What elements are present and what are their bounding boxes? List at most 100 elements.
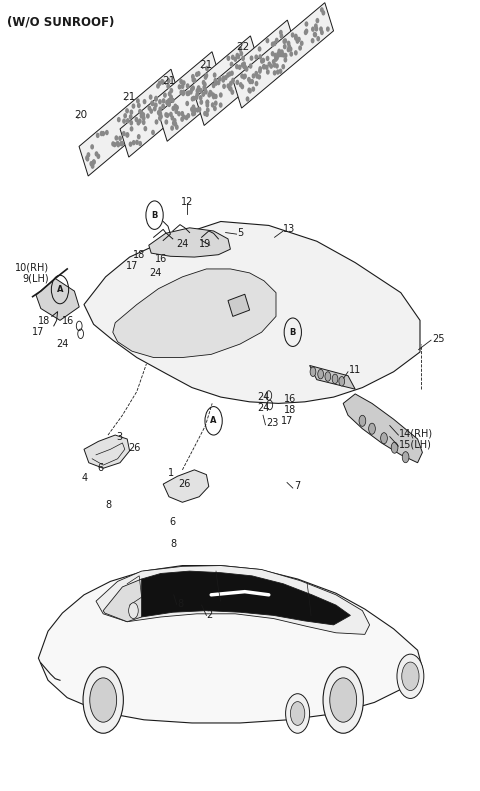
Circle shape bbox=[172, 107, 175, 111]
Circle shape bbox=[166, 100, 168, 104]
Circle shape bbox=[83, 667, 123, 733]
Circle shape bbox=[122, 131, 125, 135]
Circle shape bbox=[249, 80, 252, 84]
Circle shape bbox=[204, 90, 207, 94]
Circle shape bbox=[278, 53, 280, 57]
Text: 25: 25 bbox=[432, 334, 444, 343]
Circle shape bbox=[159, 100, 161, 104]
Circle shape bbox=[159, 107, 161, 111]
Circle shape bbox=[295, 51, 297, 55]
Circle shape bbox=[162, 104, 164, 108]
Circle shape bbox=[259, 66, 262, 70]
Circle shape bbox=[289, 47, 292, 51]
Circle shape bbox=[243, 65, 245, 69]
Circle shape bbox=[330, 678, 357, 722]
Circle shape bbox=[229, 87, 232, 91]
Circle shape bbox=[241, 63, 244, 67]
Circle shape bbox=[171, 126, 173, 130]
Circle shape bbox=[323, 667, 363, 733]
Circle shape bbox=[152, 131, 154, 134]
Circle shape bbox=[248, 78, 250, 81]
Circle shape bbox=[277, 52, 279, 56]
Circle shape bbox=[249, 89, 251, 93]
Circle shape bbox=[199, 96, 202, 100]
Circle shape bbox=[290, 702, 305, 725]
Circle shape bbox=[244, 66, 246, 70]
Polygon shape bbox=[38, 566, 422, 723]
Text: A: A bbox=[210, 416, 217, 426]
Circle shape bbox=[173, 119, 176, 123]
Text: 21: 21 bbox=[122, 92, 136, 101]
Circle shape bbox=[150, 109, 153, 113]
Circle shape bbox=[144, 127, 146, 131]
Circle shape bbox=[215, 81, 217, 85]
Circle shape bbox=[276, 38, 278, 42]
Circle shape bbox=[209, 90, 212, 94]
Circle shape bbox=[126, 133, 129, 137]
Circle shape bbox=[195, 96, 198, 100]
Circle shape bbox=[214, 73, 216, 77]
Circle shape bbox=[206, 100, 208, 104]
Circle shape bbox=[283, 40, 286, 44]
Circle shape bbox=[91, 165, 94, 168]
Circle shape bbox=[239, 47, 241, 51]
Circle shape bbox=[151, 101, 153, 105]
Circle shape bbox=[155, 97, 157, 100]
Circle shape bbox=[187, 91, 190, 95]
Circle shape bbox=[286, 694, 310, 733]
Circle shape bbox=[137, 99, 139, 103]
Circle shape bbox=[206, 108, 209, 112]
Circle shape bbox=[265, 66, 268, 70]
Circle shape bbox=[139, 142, 141, 146]
Circle shape bbox=[227, 56, 229, 60]
Circle shape bbox=[327, 27, 329, 31]
Circle shape bbox=[162, 99, 165, 103]
Circle shape bbox=[230, 81, 232, 85]
Circle shape bbox=[317, 36, 319, 40]
Circle shape bbox=[123, 119, 125, 123]
Polygon shape bbox=[142, 571, 350, 625]
Circle shape bbox=[250, 56, 252, 60]
Circle shape bbox=[270, 64, 272, 68]
Circle shape bbox=[212, 103, 214, 107]
Bar bbox=[195, 20, 296, 126]
Circle shape bbox=[204, 82, 206, 86]
Bar bbox=[79, 69, 180, 176]
Circle shape bbox=[274, 42, 276, 46]
Circle shape bbox=[159, 112, 161, 115]
Circle shape bbox=[170, 89, 172, 93]
Circle shape bbox=[397, 654, 424, 698]
Polygon shape bbox=[343, 394, 422, 463]
Circle shape bbox=[325, 372, 331, 381]
Circle shape bbox=[321, 8, 323, 12]
Circle shape bbox=[359, 415, 366, 426]
Circle shape bbox=[192, 78, 194, 81]
Circle shape bbox=[255, 71, 257, 75]
Circle shape bbox=[243, 62, 245, 66]
Circle shape bbox=[285, 54, 287, 58]
Circle shape bbox=[168, 79, 170, 83]
Circle shape bbox=[187, 92, 190, 96]
Circle shape bbox=[339, 377, 345, 386]
Text: B: B bbox=[151, 210, 158, 220]
Circle shape bbox=[186, 101, 189, 105]
Circle shape bbox=[155, 103, 157, 107]
Text: 5: 5 bbox=[238, 228, 244, 237]
Text: 14(RH): 14(RH) bbox=[399, 429, 433, 438]
Circle shape bbox=[312, 39, 314, 43]
Circle shape bbox=[272, 42, 274, 46]
Circle shape bbox=[251, 80, 253, 84]
Circle shape bbox=[155, 97, 157, 101]
Circle shape bbox=[190, 90, 192, 94]
Polygon shape bbox=[149, 228, 230, 257]
Text: 4: 4 bbox=[81, 473, 87, 483]
Text: 22: 22 bbox=[236, 43, 250, 52]
Circle shape bbox=[176, 106, 178, 110]
Circle shape bbox=[174, 104, 177, 108]
Text: 3: 3 bbox=[116, 432, 122, 441]
Circle shape bbox=[278, 49, 280, 53]
Circle shape bbox=[139, 119, 141, 123]
Circle shape bbox=[117, 142, 120, 146]
Circle shape bbox=[200, 89, 202, 93]
Text: 16: 16 bbox=[155, 255, 167, 264]
